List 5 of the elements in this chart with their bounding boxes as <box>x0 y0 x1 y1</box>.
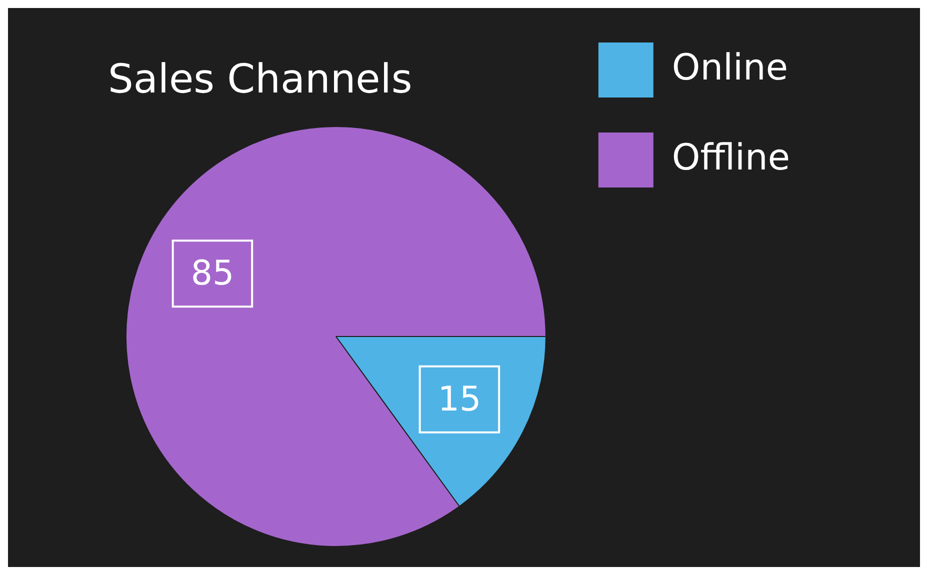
chart-title: Sales Channels <box>108 56 412 102</box>
legend-label: Online <box>672 47 788 88</box>
data-label: 15 <box>438 379 482 420</box>
legend-label: Offline <box>672 137 790 178</box>
data-label: 85 <box>190 253 234 294</box>
